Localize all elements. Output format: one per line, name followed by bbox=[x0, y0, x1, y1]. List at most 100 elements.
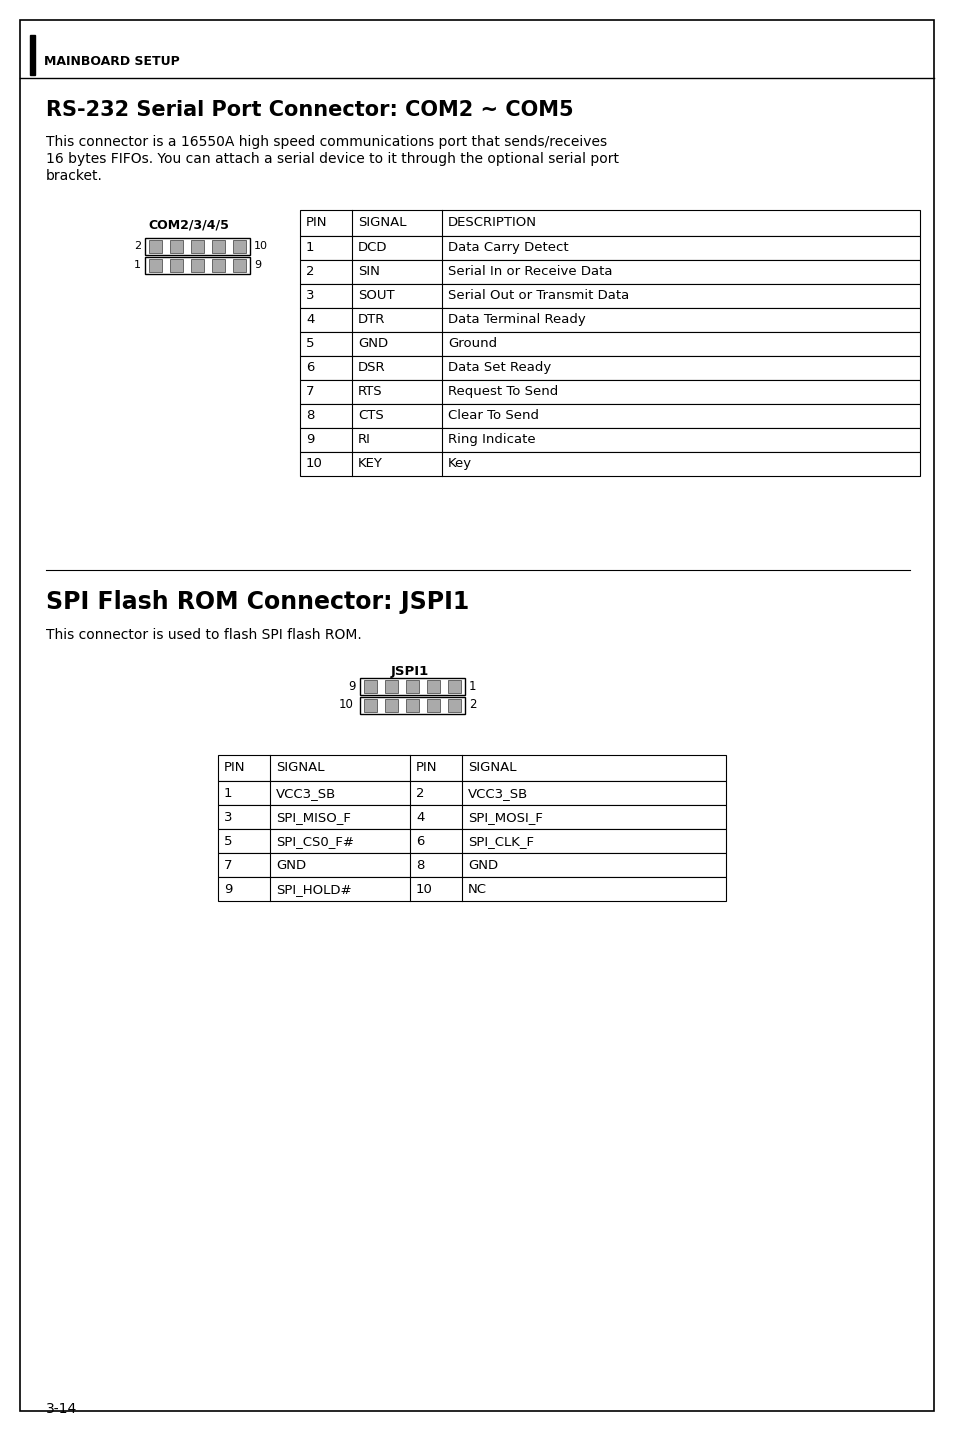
Bar bbox=[364, 698, 376, 713]
Bar bbox=[149, 259, 162, 272]
Text: KEY: KEY bbox=[357, 456, 382, 469]
Text: Data Set Ready: Data Set Ready bbox=[448, 361, 551, 373]
Text: 2: 2 bbox=[306, 265, 314, 278]
Bar bbox=[299, 260, 919, 283]
Text: 4: 4 bbox=[306, 313, 314, 326]
Text: This connector is used to flash SPI flash ROM.: This connector is used to flash SPI flas… bbox=[46, 628, 361, 643]
Text: 1: 1 bbox=[224, 787, 233, 800]
Bar bbox=[448, 698, 460, 713]
Text: 8: 8 bbox=[306, 409, 314, 422]
Bar bbox=[427, 680, 439, 693]
Bar bbox=[299, 404, 919, 428]
Text: Serial Out or Transmit Data: Serial Out or Transmit Data bbox=[448, 289, 629, 302]
Text: JSPI1: JSPI1 bbox=[391, 665, 429, 678]
Text: CTS: CTS bbox=[357, 409, 383, 422]
Bar bbox=[359, 678, 464, 695]
Text: RS-232 Serial Port Connector: COM2 ~ COM5: RS-232 Serial Port Connector: COM2 ~ COM… bbox=[46, 100, 573, 120]
Text: 10: 10 bbox=[253, 240, 268, 250]
Text: 2: 2 bbox=[416, 787, 424, 800]
Text: 7: 7 bbox=[224, 859, 233, 871]
Text: 7: 7 bbox=[306, 385, 314, 398]
Text: 9: 9 bbox=[348, 680, 355, 693]
Text: Data Terminal Ready: Data Terminal Ready bbox=[448, 313, 585, 326]
Bar bbox=[299, 381, 919, 404]
Text: Ground: Ground bbox=[448, 336, 497, 351]
Text: bracket.: bracket. bbox=[46, 169, 103, 183]
Bar bbox=[406, 680, 418, 693]
Text: RI: RI bbox=[357, 434, 371, 446]
Text: Clear To Send: Clear To Send bbox=[448, 409, 538, 422]
Text: 5: 5 bbox=[306, 336, 314, 351]
Text: SPI_CS0_F#: SPI_CS0_F# bbox=[275, 836, 354, 849]
Text: Ring Indicate: Ring Indicate bbox=[448, 434, 535, 446]
Text: 9: 9 bbox=[224, 883, 233, 896]
Text: GND: GND bbox=[357, 336, 388, 351]
Bar bbox=[406, 698, 418, 713]
Bar bbox=[233, 259, 246, 272]
Text: GND: GND bbox=[275, 859, 306, 871]
Text: 1: 1 bbox=[469, 680, 476, 693]
Text: Key: Key bbox=[448, 456, 472, 469]
Text: SOUT: SOUT bbox=[357, 289, 395, 302]
Text: 10: 10 bbox=[338, 698, 354, 711]
Text: SIGNAL: SIGNAL bbox=[357, 216, 406, 229]
Text: SIGNAL: SIGNAL bbox=[275, 761, 324, 774]
Text: MAINBOARD SETUP: MAINBOARD SETUP bbox=[44, 54, 179, 69]
Text: RTS: RTS bbox=[357, 385, 382, 398]
Text: Request To Send: Request To Send bbox=[448, 385, 558, 398]
Bar bbox=[145, 238, 250, 255]
Text: SPI_MISO_F: SPI_MISO_F bbox=[275, 811, 351, 824]
Text: Serial In or Receive Data: Serial In or Receive Data bbox=[448, 265, 612, 278]
Text: NC: NC bbox=[468, 883, 486, 896]
Bar bbox=[218, 853, 725, 877]
Bar bbox=[233, 240, 246, 253]
Text: 6: 6 bbox=[416, 836, 424, 849]
Bar bbox=[30, 34, 35, 74]
Text: VCC3_SB: VCC3_SB bbox=[468, 787, 528, 800]
Bar bbox=[299, 452, 919, 477]
Text: SIN: SIN bbox=[357, 265, 379, 278]
Bar bbox=[218, 806, 725, 829]
Bar bbox=[170, 259, 183, 272]
Bar bbox=[448, 680, 460, 693]
Bar bbox=[385, 698, 397, 713]
Text: 1: 1 bbox=[306, 240, 314, 253]
Text: 9: 9 bbox=[306, 434, 314, 446]
Text: VCC3_SB: VCC3_SB bbox=[275, 787, 335, 800]
Text: SIGNAL: SIGNAL bbox=[468, 761, 516, 774]
Text: Data Carry Detect: Data Carry Detect bbox=[448, 240, 568, 253]
Bar bbox=[359, 697, 464, 714]
Text: DCD: DCD bbox=[357, 240, 387, 253]
Text: DSR: DSR bbox=[357, 361, 385, 373]
Text: 4: 4 bbox=[416, 811, 424, 824]
Bar bbox=[299, 308, 919, 332]
Text: 5: 5 bbox=[224, 836, 233, 849]
Text: COM2/3/4/5: COM2/3/4/5 bbox=[148, 218, 229, 230]
Text: SPI Flash ROM Connector: JSPI1: SPI Flash ROM Connector: JSPI1 bbox=[46, 590, 469, 614]
Text: PIN: PIN bbox=[224, 761, 245, 774]
Text: 2: 2 bbox=[133, 240, 141, 250]
Text: SPI_CLK_F: SPI_CLK_F bbox=[468, 836, 534, 849]
Text: 10: 10 bbox=[416, 883, 433, 896]
Text: DTR: DTR bbox=[357, 313, 385, 326]
Text: 16 bytes FIFOs. You can attach a serial device to it through the optional serial: 16 bytes FIFOs. You can attach a serial … bbox=[46, 152, 618, 166]
Text: 1: 1 bbox=[133, 260, 141, 270]
Bar bbox=[427, 698, 439, 713]
Bar bbox=[218, 829, 725, 853]
Bar bbox=[385, 680, 397, 693]
Bar bbox=[218, 756, 725, 781]
Text: 3: 3 bbox=[306, 289, 314, 302]
Bar bbox=[170, 240, 183, 253]
Bar bbox=[299, 210, 919, 236]
Text: DESCRIPTION: DESCRIPTION bbox=[448, 216, 537, 229]
Bar bbox=[218, 781, 725, 806]
Text: 6: 6 bbox=[306, 361, 314, 373]
Text: GND: GND bbox=[468, 859, 497, 871]
Bar bbox=[149, 240, 162, 253]
Bar bbox=[212, 259, 225, 272]
Text: PIN: PIN bbox=[306, 216, 327, 229]
Bar bbox=[191, 240, 204, 253]
Text: PIN: PIN bbox=[416, 761, 437, 774]
Bar bbox=[299, 356, 919, 381]
Bar bbox=[218, 877, 725, 902]
